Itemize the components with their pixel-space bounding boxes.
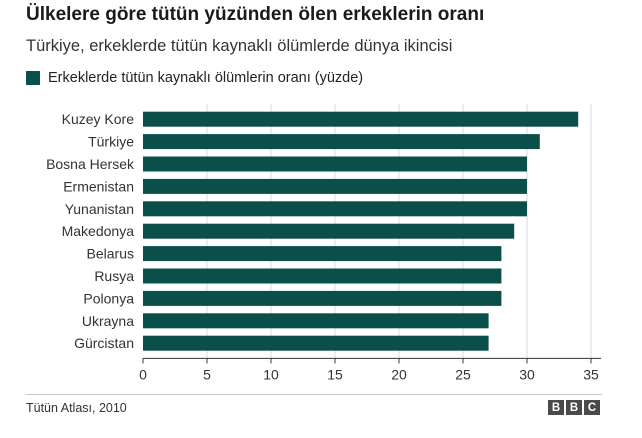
category-label: Bosna Hersek — [46, 156, 135, 172]
category-label: Ukrayna — [82, 313, 134, 329]
x-tick-label: 25 — [455, 366, 471, 382]
bbc-logo: B B C — [548, 400, 600, 415]
category-label: Gürcistan — [74, 335, 134, 351]
bar — [143, 201, 527, 217]
bar — [143, 246, 502, 262]
x-tick-label: 15 — [327, 366, 343, 382]
bar — [143, 290, 502, 306]
category-label: Makedonya — [62, 223, 135, 239]
bar — [143, 156, 527, 172]
bar — [143, 335, 489, 351]
logo-letter: B — [548, 400, 564, 415]
bar — [143, 134, 540, 150]
category-label: Polonya — [83, 290, 134, 306]
category-label: Ermenistan — [63, 178, 134, 194]
bar — [143, 111, 579, 127]
category-label: Türkiye — [88, 134, 134, 150]
chart-subtitle: Türkiye, erkeklerde tütün kaynaklı ölüml… — [26, 37, 453, 55]
logo-letter: B — [566, 400, 582, 415]
x-tick-label: 30 — [519, 366, 535, 382]
logo-letter: C — [584, 400, 600, 415]
bar — [143, 178, 527, 194]
x-tick-label: 35 — [583, 366, 599, 382]
x-tick-label: 5 — [203, 366, 211, 382]
legend-swatch — [26, 71, 40, 85]
category-label: Rusya — [94, 268, 134, 284]
category-label: Yunanistan — [65, 201, 134, 217]
legend-label: Erkeklerde tütün kaynaklı ölümlerin oran… — [48, 70, 364, 86]
legend: Erkeklerde tütün kaynaklı ölümlerin oran… — [26, 70, 363, 86]
x-tick-label: 20 — [391, 366, 407, 382]
category-label: Belarus — [87, 246, 134, 262]
x-tick-label: 10 — [263, 366, 279, 382]
x-tick-label: 0 — [139, 366, 147, 382]
bar — [143, 223, 515, 239]
chart-title: Ülkelere göre tütün yüzünden ölen erkekl… — [26, 4, 485, 25]
bar-chart: Kuzey Kore Türkiye Bosna Hersek Ermenistan Y… — [46, 104, 601, 382]
bar — [143, 313, 489, 329]
category-label: Kuzey Kore — [62, 111, 135, 127]
footer-divider — [26, 394, 602, 395]
source-note: Tütün Atlası, 2010 — [26, 401, 127, 415]
bar — [143, 268, 502, 284]
